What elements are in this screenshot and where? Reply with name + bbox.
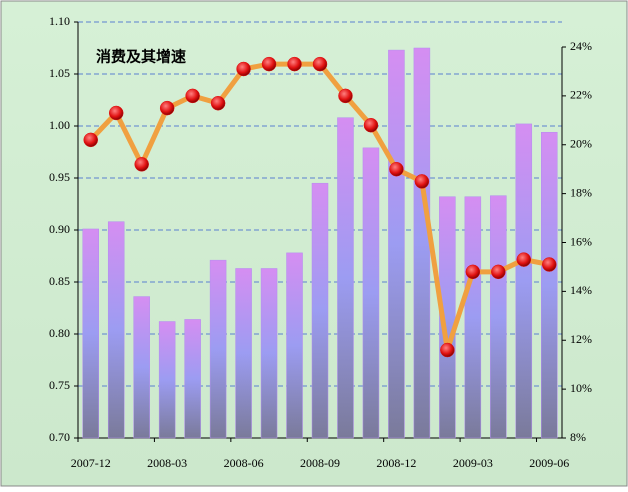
bar (184, 319, 201, 439)
marker (134, 157, 149, 172)
y2-tick-label: 8% (570, 430, 586, 444)
marker (491, 264, 506, 280)
x-tick-label: 2008-12 (376, 456, 416, 470)
marker (465, 264, 481, 280)
bar (490, 195, 507, 439)
marker (414, 174, 430, 189)
y-tick-label: 1.10 (49, 14, 70, 28)
bar (439, 196, 456, 439)
y-tick-label: 1.00 (49, 118, 70, 132)
y2-tick-label: 10% (570, 381, 592, 395)
y2-tick-label: 24% (570, 39, 592, 53)
bar (388, 49, 405, 439)
x-tick-label: 2008-06 (224, 456, 264, 470)
y-tick-label: 0.90 (49, 222, 70, 236)
bar (260, 268, 278, 439)
bar (82, 228, 99, 439)
marker (210, 95, 226, 111)
marker (108, 105, 124, 121)
marker (516, 252, 532, 267)
bar (209, 259, 227, 439)
y2-tick-label: 18% (570, 185, 592, 199)
bar (133, 296, 150, 439)
x-tick-label: 2008-03 (147, 456, 187, 470)
bar (464, 196, 482, 439)
marker (338, 88, 353, 104)
marker (542, 257, 557, 272)
bar (515, 123, 533, 439)
bar (158, 321, 176, 439)
bar (541, 131, 558, 439)
y2-tick-label: 20% (570, 137, 592, 151)
y2-tick-label: 14% (570, 283, 592, 297)
y-tick-label: 1.05 (49, 66, 70, 80)
y2-tick-label: 22% (570, 88, 592, 102)
marker (261, 56, 277, 72)
marker (440, 342, 455, 358)
y2-tick-label: 16% (570, 234, 592, 248)
y2-tick-label: 12% (570, 332, 592, 346)
marker (236, 61, 251, 77)
bar (362, 147, 380, 439)
x-tick-label: 2008-09 (300, 456, 340, 470)
y-tick-label: 0.85 (49, 274, 70, 288)
marker (185, 88, 200, 104)
marker (312, 56, 328, 72)
bar (107, 221, 125, 439)
y-tick-label: 0.75 (49, 378, 70, 392)
bar (286, 252, 303, 439)
bar (311, 182, 329, 439)
bar (235, 268, 252, 439)
y-tick-label: 0.70 (49, 430, 70, 444)
x-tick-label: 2007-12 (71, 456, 111, 470)
marker (287, 56, 302, 72)
x-tick-label: 2009-06 (529, 456, 569, 470)
chart-title: 消费及其增速 (96, 48, 186, 66)
marker (83, 132, 98, 148)
marker (159, 100, 175, 116)
y-tick-label: 0.80 (49, 326, 70, 340)
y-tick-label: 0.95 (49, 170, 70, 184)
bar (337, 117, 354, 439)
x-tick-label: 2009-03 (453, 456, 493, 470)
marker (363, 117, 379, 133)
bar (413, 47, 431, 439)
marker (389, 161, 404, 177)
